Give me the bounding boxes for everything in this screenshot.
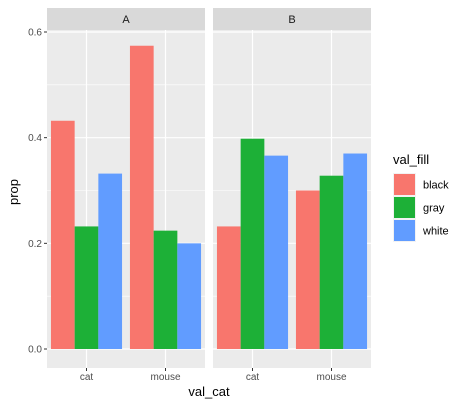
legend-label-black: black: [423, 180, 449, 192]
legend-label-white: white: [422, 226, 449, 238]
bar-black-mouse-A: [129, 45, 154, 350]
legend-key-white: [394, 220, 415, 241]
bar-gray-cat-A: [74, 226, 99, 349]
y-axis-title: prop: [6, 179, 21, 205]
y-tick-label: 0.0: [28, 345, 42, 356]
bar-white-cat-A: [98, 173, 123, 349]
bar-white-mouse-A: [177, 243, 202, 349]
legend-label-gray: gray: [423, 203, 445, 215]
bar-gray-mouse-A: [153, 230, 178, 349]
bar-white-cat-B: [264, 155, 289, 349]
facet-strip-label: A: [122, 14, 130, 26]
x-tick-label: cat: [80, 372, 94, 383]
facet-strip: [213, 8, 371, 30]
bar-gray-mouse-B: [319, 175, 344, 349]
bar-gray-cat-B: [240, 138, 265, 349]
y-tick-label: 0.4: [28, 133, 42, 144]
facet-strip: [47, 8, 205, 30]
legend-key-gray: [394, 197, 415, 218]
bar-white-mouse-B: [343, 153, 368, 349]
bar-black-cat-A: [50, 120, 75, 349]
legend-key-black: [394, 174, 415, 195]
x-tick-label: mouse: [150, 372, 180, 383]
legend-title: val_fill: [393, 152, 429, 167]
facet-strip-label: B: [288, 14, 295, 26]
x-axis-title: val_cat: [188, 384, 230, 399]
x-tick-label: mouse: [316, 372, 346, 383]
x-tick-label: cat: [246, 372, 260, 383]
legend: val_fill black gray white: [393, 152, 449, 242]
y-tick-label: 0.6: [28, 28, 42, 39]
bar-black-cat-B: [216, 226, 241, 349]
y-tick-label: 0.2: [28, 239, 42, 250]
bar-black-mouse-B: [295, 190, 320, 349]
